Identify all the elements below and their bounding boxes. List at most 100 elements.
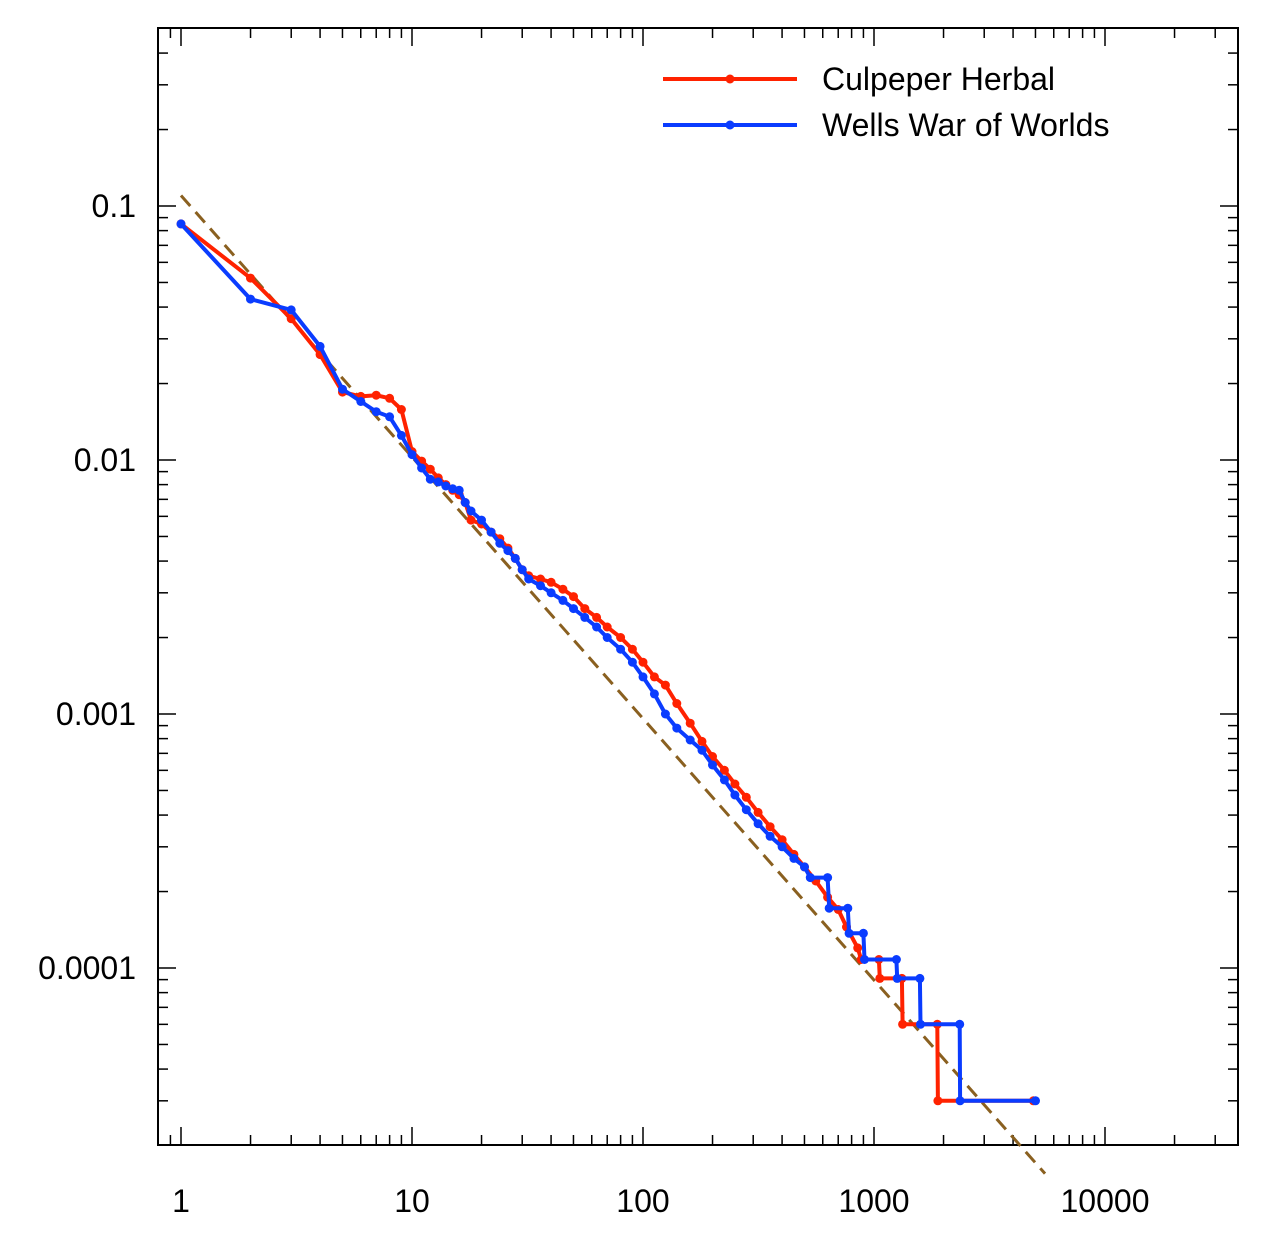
series-line xyxy=(179,222,1036,1103)
data-point xyxy=(685,735,695,745)
data-point xyxy=(753,819,763,829)
data-point xyxy=(546,588,556,598)
series-culpeper-herbal xyxy=(176,219,1038,1106)
data-point xyxy=(638,672,648,682)
y-tick-label: 0.0001 xyxy=(38,950,136,986)
data-point xyxy=(536,581,545,591)
data-point xyxy=(486,527,496,537)
data-point xyxy=(466,515,476,525)
data-point xyxy=(933,1096,943,1106)
data-point xyxy=(338,384,347,394)
legend-marker xyxy=(725,74,735,84)
data-point xyxy=(660,680,670,690)
data-point xyxy=(407,450,417,460)
data-point xyxy=(719,765,729,775)
data-point xyxy=(517,565,527,575)
data-point xyxy=(853,943,863,953)
data-point xyxy=(672,699,682,708)
data-point xyxy=(916,1019,925,1029)
data-point xyxy=(765,831,775,841)
data-point xyxy=(425,464,435,474)
data-point xyxy=(286,305,296,315)
axis-ticks xyxy=(158,28,1238,1145)
data-point xyxy=(1031,1096,1040,1106)
data-point xyxy=(616,644,626,654)
x-tick-label: 1 xyxy=(172,1183,190,1219)
data-point xyxy=(844,928,854,938)
data-point xyxy=(777,842,787,852)
data-point xyxy=(638,657,648,667)
data-point xyxy=(503,546,513,556)
data-point xyxy=(777,835,787,845)
data-point xyxy=(385,393,395,403)
data-point xyxy=(592,622,602,632)
series-line xyxy=(179,222,1034,1103)
data-point xyxy=(765,822,775,832)
data-point xyxy=(627,644,637,654)
data-point xyxy=(800,862,809,872)
data-point xyxy=(569,604,578,614)
data-point xyxy=(246,294,255,304)
data-point xyxy=(708,760,717,770)
legend-item: Culpeper Herbal xyxy=(663,61,1055,97)
data-point xyxy=(805,873,815,883)
data-point xyxy=(672,723,682,733)
legend-label: Culpeper Herbal xyxy=(822,61,1055,97)
data-point xyxy=(569,592,578,602)
data-point xyxy=(580,612,590,622)
data-point xyxy=(546,577,556,587)
x-tick-label: 10 xyxy=(394,1183,430,1219)
data-point xyxy=(433,477,443,487)
data-point xyxy=(477,515,486,525)
data-point xyxy=(286,314,296,324)
data-point xyxy=(741,805,751,815)
legend-marker xyxy=(725,120,735,130)
legend: Culpeper Herbal Wells War of Worlds xyxy=(663,61,1109,143)
data-point xyxy=(602,633,612,642)
data-point xyxy=(823,873,833,883)
data-point xyxy=(891,955,901,964)
data-point xyxy=(580,604,590,614)
legend-item: Wells War of Worlds xyxy=(663,107,1109,143)
data-point xyxy=(558,595,568,605)
x-tick-label: 1000 xyxy=(838,1183,909,1219)
data-point xyxy=(789,853,799,863)
data-point xyxy=(176,219,186,229)
data-point xyxy=(753,807,763,817)
series-group xyxy=(176,219,1040,1106)
x-tick-label: 100 xyxy=(616,1183,669,1219)
data-point xyxy=(860,955,869,964)
data-point xyxy=(685,718,695,728)
data-point xyxy=(536,574,545,584)
y-tick-label: 0.01 xyxy=(74,442,136,478)
data-point xyxy=(824,903,834,913)
data-point xyxy=(592,612,602,622)
data-point xyxy=(730,779,740,789)
data-point xyxy=(875,973,885,983)
data-point xyxy=(356,397,366,406)
data-point xyxy=(649,689,659,699)
data-point xyxy=(602,622,612,632)
plot-frame xyxy=(157,27,1239,1146)
data-point xyxy=(697,745,707,755)
data-point xyxy=(466,506,476,516)
data-point xyxy=(858,928,868,938)
data-point xyxy=(371,390,381,400)
data-point xyxy=(385,412,395,422)
data-point xyxy=(417,463,427,473)
data-point xyxy=(425,474,435,484)
data-point xyxy=(660,709,670,719)
data-point xyxy=(892,973,902,983)
data-point xyxy=(843,903,853,913)
data-point xyxy=(495,538,505,548)
data-point xyxy=(649,672,659,682)
data-point xyxy=(460,498,470,507)
y-tick-label: 0.001 xyxy=(56,696,136,732)
data-point xyxy=(524,574,534,584)
data-point xyxy=(741,792,751,802)
y-tick-label: 0.1 xyxy=(92,188,136,224)
data-point xyxy=(697,736,707,746)
data-point xyxy=(558,584,568,594)
data-point xyxy=(719,775,729,785)
data-point xyxy=(627,657,637,667)
